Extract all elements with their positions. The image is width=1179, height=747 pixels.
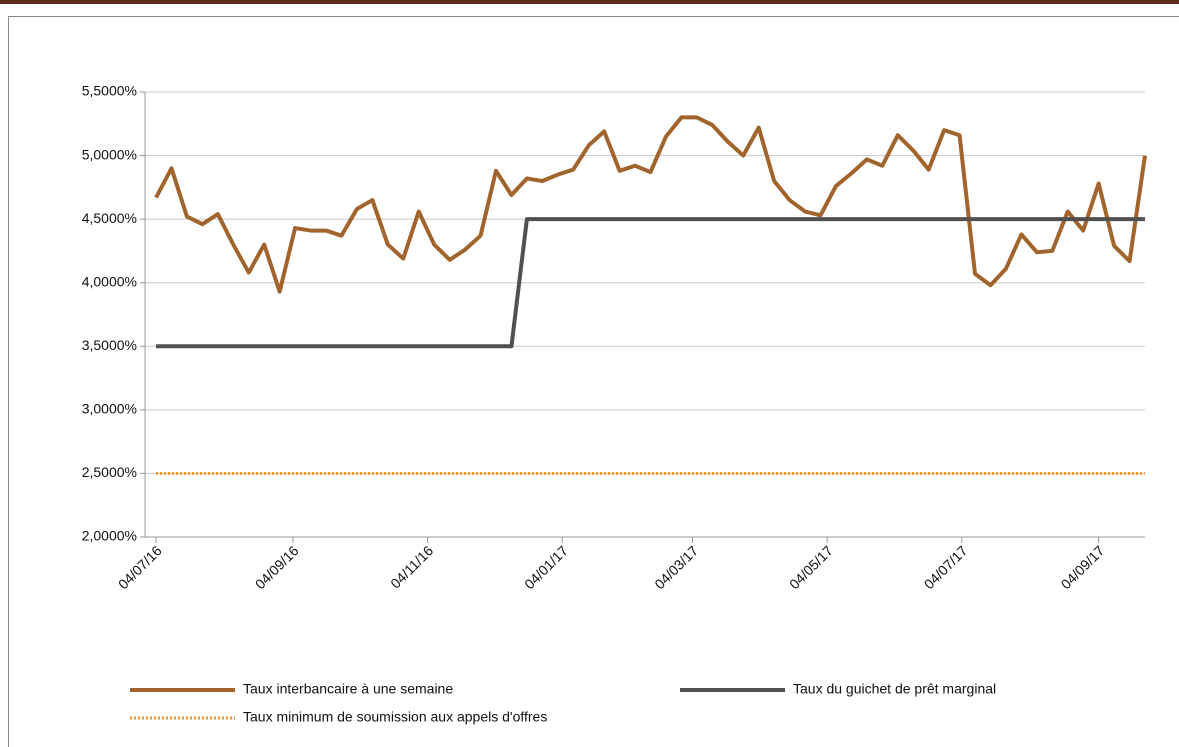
- y-tick-label: 5,5000%: [82, 83, 137, 99]
- y-tick-label: 3,5000%: [82, 337, 137, 353]
- y-tick-label: 2,0000%: [82, 528, 137, 544]
- legend-label: Taux interbancaire à une semaine: [243, 681, 453, 697]
- series-line: [154, 115, 1147, 294]
- series-line: [156, 217, 1145, 349]
- y-tick-label: 5,0000%: [82, 146, 137, 162]
- legend-label: Taux minimum de soumission aux appels d'…: [243, 709, 547, 725]
- y-tick-label: 4,0000%: [82, 273, 137, 289]
- legend-label: Taux du guichet de prêt marginal: [793, 681, 996, 697]
- chart-frame: [8, 16, 1179, 747]
- top-bar: [0, 0, 1179, 4]
- y-tick-label: 4,5000%: [82, 210, 137, 226]
- y-tick-label: 2,5000%: [82, 464, 137, 480]
- y-tick-label: 3,0000%: [82, 401, 137, 417]
